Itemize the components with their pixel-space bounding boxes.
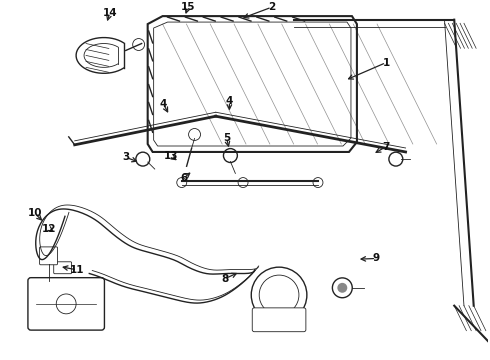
- FancyBboxPatch shape: [28, 278, 104, 330]
- Text: 3: 3: [122, 152, 129, 162]
- Text: 8: 8: [221, 274, 228, 284]
- Text: 4: 4: [226, 96, 233, 106]
- FancyBboxPatch shape: [40, 247, 57, 265]
- Text: 7: 7: [382, 141, 390, 152]
- FancyBboxPatch shape: [252, 308, 306, 332]
- Circle shape: [337, 283, 347, 293]
- Text: 15: 15: [181, 2, 196, 12]
- Text: 9: 9: [373, 253, 380, 264]
- Text: 2: 2: [268, 2, 275, 12]
- Text: 11: 11: [70, 265, 84, 275]
- Text: 6: 6: [180, 173, 188, 183]
- Text: 4: 4: [160, 99, 167, 109]
- Text: 10: 10: [27, 208, 42, 219]
- Text: 14: 14: [102, 8, 117, 18]
- Text: 1: 1: [383, 58, 390, 68]
- Text: 12: 12: [42, 224, 57, 234]
- Text: 13: 13: [164, 151, 178, 161]
- Text: 5: 5: [223, 133, 230, 143]
- FancyBboxPatch shape: [54, 262, 72, 274]
